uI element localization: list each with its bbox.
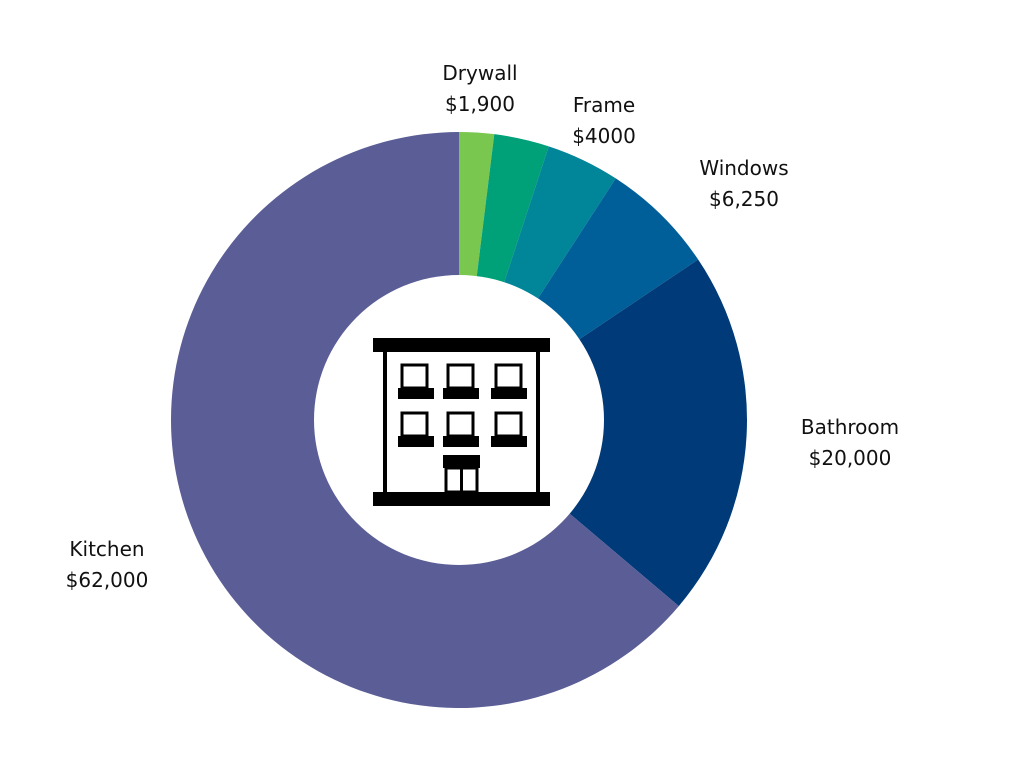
apartment-building-icon bbox=[373, 338, 550, 506]
slice-value-windows: $6,250 bbox=[709, 187, 779, 211]
slice-value-kitchen: $62,000 bbox=[66, 568, 149, 592]
slice-label-bathroom: Bathroom bbox=[801, 415, 899, 439]
slice-value-frame: $4000 bbox=[572, 124, 636, 148]
slice-value-drywall: $1,900 bbox=[445, 92, 515, 116]
slice-label-kitchen: Kitchen bbox=[69, 537, 144, 561]
slice-labels: Drywall $1,900 Frame $4000 Windows $6,250 Bath… bbox=[66, 61, 899, 592]
slice-label-drywall: Drywall bbox=[442, 61, 517, 85]
slice-label-frame: Frame bbox=[573, 93, 635, 117]
donut-hole bbox=[314, 275, 604, 565]
slice-value-bathroom: $20,000 bbox=[809, 446, 892, 470]
slice-label-windows: Windows bbox=[699, 156, 788, 180]
